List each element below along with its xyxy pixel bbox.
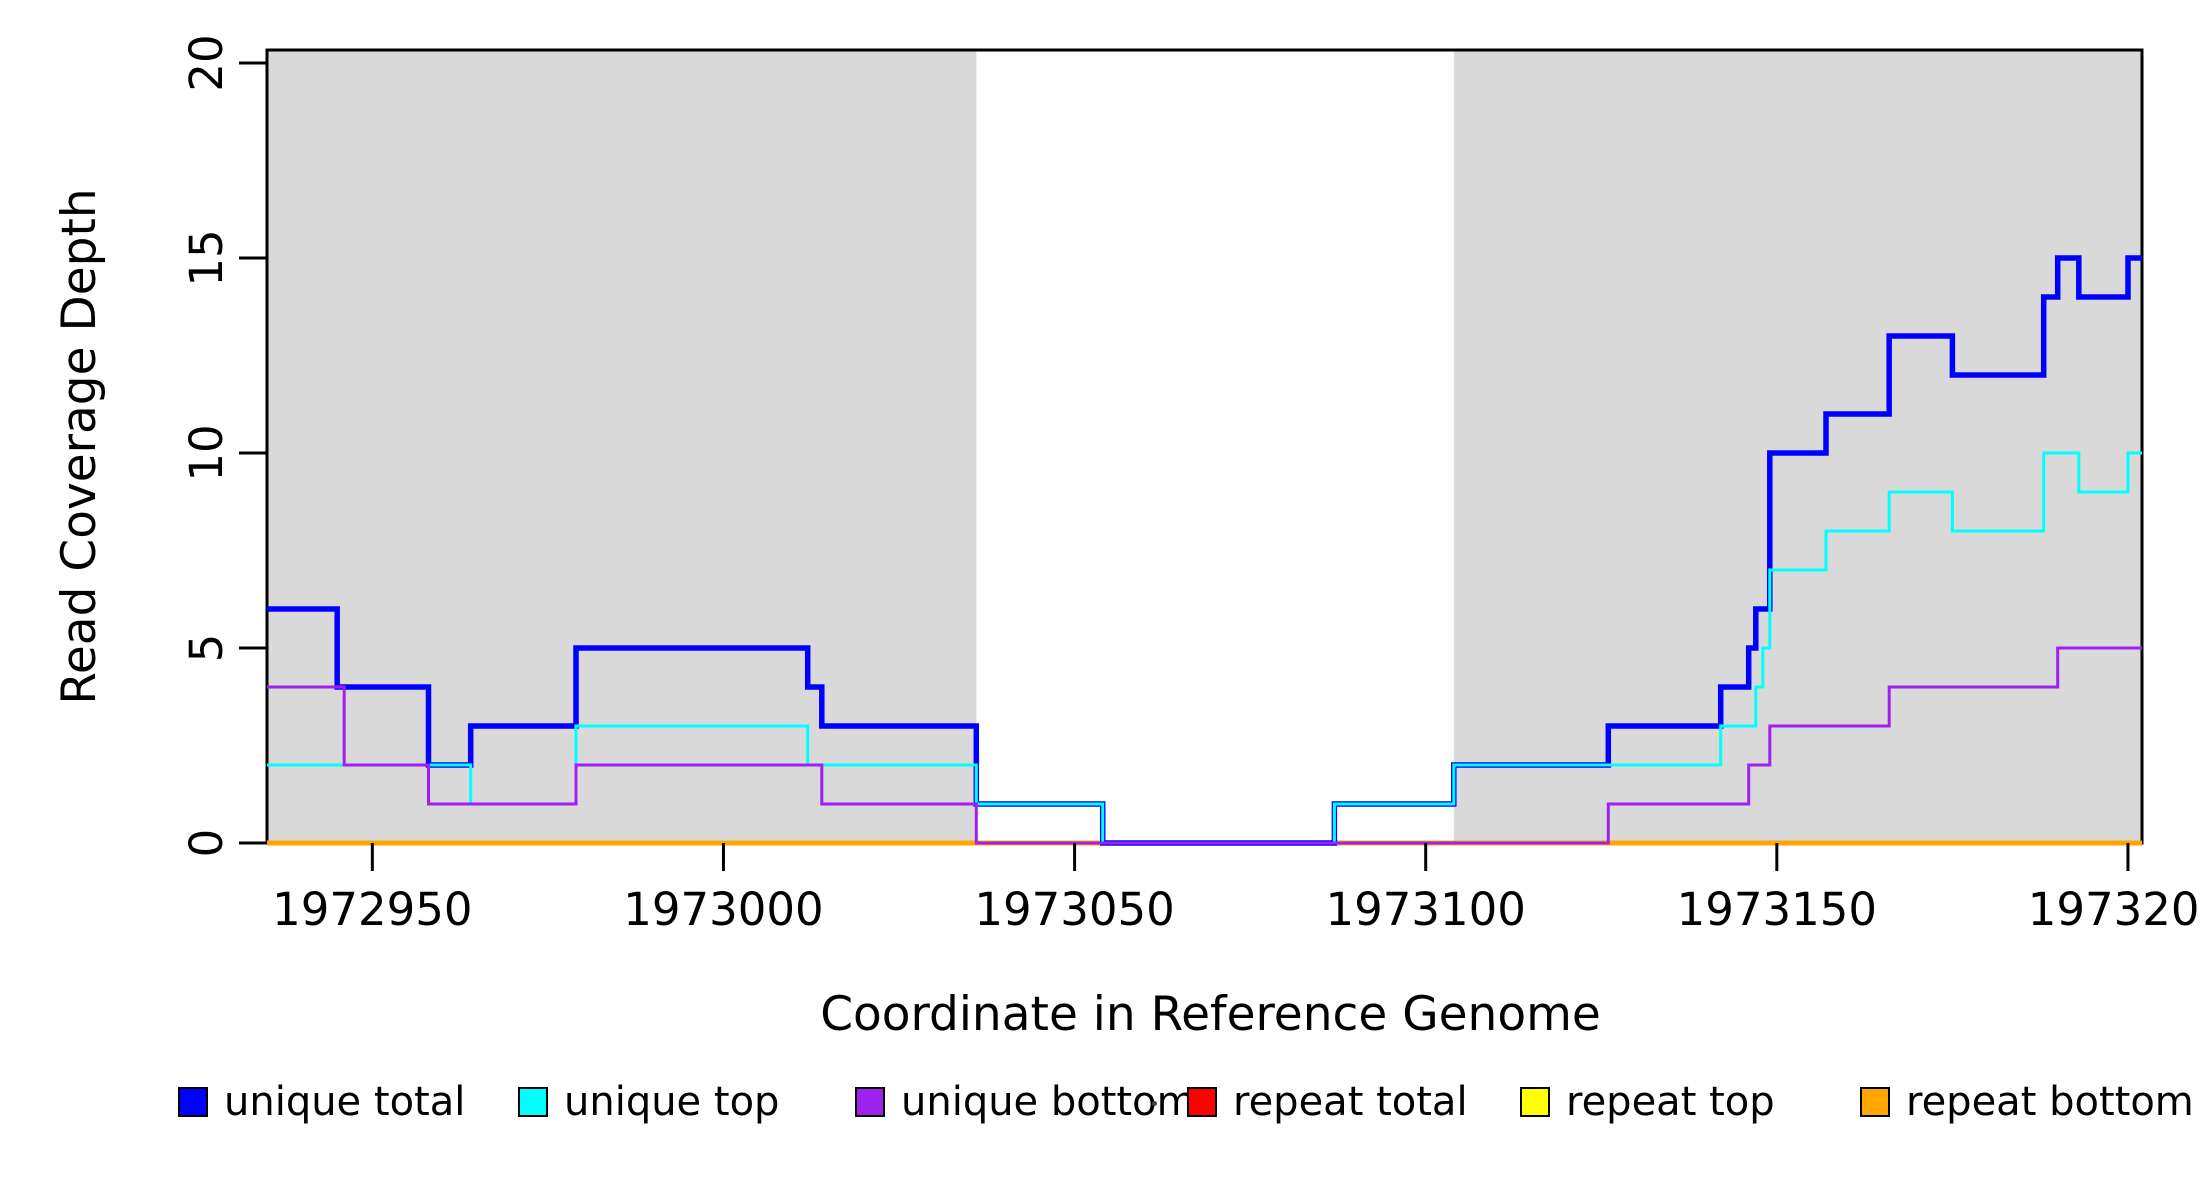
x-tick-label: 1973000 xyxy=(623,883,823,936)
shaded-region xyxy=(267,50,977,843)
y-axis-title: Read Coverage Depth xyxy=(52,188,107,704)
axes: 1972950 1973000 1973050 1973100 1973150 19732… xyxy=(180,34,2200,936)
coverage-step-lines xyxy=(267,255,2142,846)
x-tick-label: 1973150 xyxy=(1677,883,1877,936)
stray-dot xyxy=(1152,1101,1157,1106)
x-tick-label: 1972950 xyxy=(272,883,472,936)
shaded-repeat-regions xyxy=(267,50,2142,843)
shaded-region xyxy=(1453,50,2142,843)
y-tick-label: 20 xyxy=(180,34,233,91)
series-unique-top xyxy=(267,451,2142,845)
series-unique-total xyxy=(267,255,2142,846)
x-tick-label: 1973100 xyxy=(1325,883,1525,936)
x-tick-label: 1973050 xyxy=(974,883,1174,936)
y-tick-label: 0 xyxy=(180,829,233,858)
y-tick-label: 10 xyxy=(180,424,233,481)
y-tick-label: 15 xyxy=(180,229,233,286)
series-unique-bottom xyxy=(267,646,2142,845)
y-tick-label: 5 xyxy=(180,634,233,663)
x-axis-title: Coordinate in Reference Genome xyxy=(820,987,1601,1042)
